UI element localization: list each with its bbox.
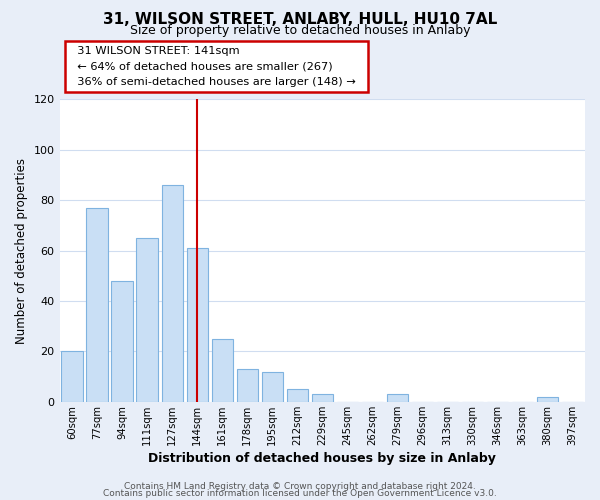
Text: Size of property relative to detached houses in Anlaby: Size of property relative to detached ho… — [130, 24, 470, 37]
Bar — [86, 208, 108, 402]
Bar — [61, 352, 83, 402]
Bar — [537, 397, 558, 402]
Bar — [311, 394, 333, 402]
Bar — [262, 372, 283, 402]
Text: Contains public sector information licensed under the Open Government Licence v3: Contains public sector information licen… — [103, 490, 497, 498]
Text: Contains HM Land Registry data © Crown copyright and database right 2024.: Contains HM Land Registry data © Crown c… — [124, 482, 476, 491]
Bar — [387, 394, 408, 402]
Bar — [236, 369, 258, 402]
Bar — [112, 281, 133, 402]
Bar — [161, 185, 183, 402]
Text: 31 WILSON STREET: 141sqm
  ← 64% of detached houses are smaller (267)
  36% of s: 31 WILSON STREET: 141sqm ← 64% of detach… — [70, 46, 363, 87]
Bar — [287, 390, 308, 402]
X-axis label: Distribution of detached houses by size in Anlaby: Distribution of detached houses by size … — [148, 452, 496, 465]
Bar — [187, 248, 208, 402]
Text: 31, WILSON STREET, ANLABY, HULL, HU10 7AL: 31, WILSON STREET, ANLABY, HULL, HU10 7A… — [103, 12, 497, 28]
Bar — [136, 238, 158, 402]
Y-axis label: Number of detached properties: Number of detached properties — [15, 158, 28, 344]
Bar — [212, 339, 233, 402]
